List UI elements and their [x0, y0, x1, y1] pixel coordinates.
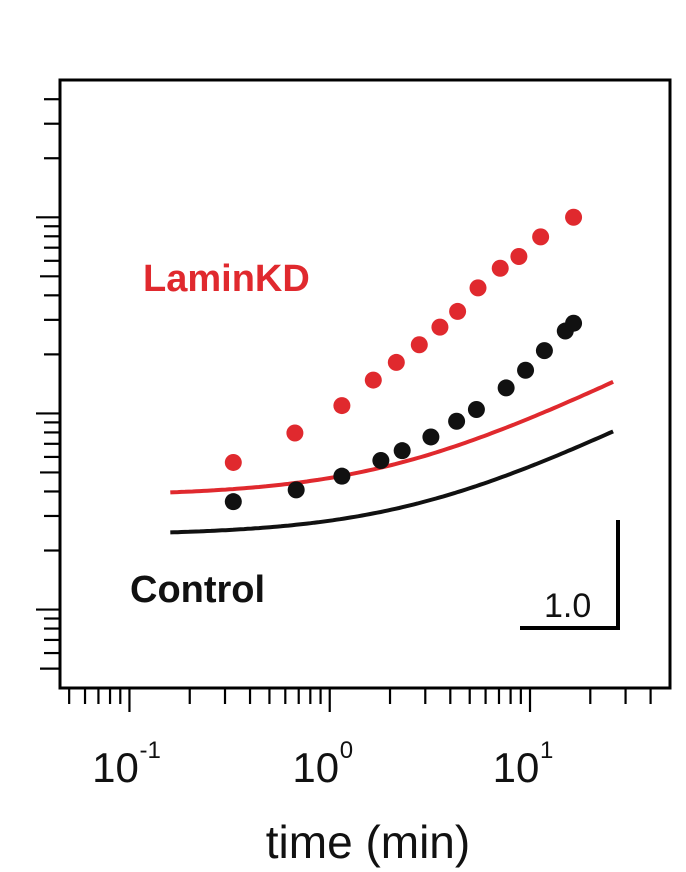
series-group	[170, 208, 614, 535]
data-point-control	[224, 493, 242, 511]
series-label-laminkd: LaminKD	[143, 258, 310, 300]
data-point-control	[422, 428, 440, 446]
x-tick-label: 10	[493, 744, 540, 791]
data-point-control	[497, 379, 515, 397]
y-axis-ticks	[36, 98, 60, 670]
x-axis-label: time (min)	[266, 816, 470, 868]
x-tick-label: 10	[292, 744, 339, 791]
fit-curve-laminkd	[170, 379, 614, 495]
data-point-control	[333, 467, 351, 485]
data-point-control	[517, 361, 535, 379]
plot-frame	[58, 78, 672, 690]
data-point-control	[535, 342, 553, 360]
data-point-laminkd	[510, 248, 528, 266]
x-axis-ticks	[68, 688, 652, 712]
data-point-control	[372, 451, 390, 469]
x-axis-tick-labels: 10 -1 10 0 10 1	[92, 737, 553, 791]
x-tick-exponent: 1	[540, 737, 553, 764]
x-tick-label: 10	[92, 744, 139, 791]
data-point-laminkd	[532, 228, 550, 246]
x-tick-exponent: 0	[340, 737, 353, 764]
data-point-laminkd	[431, 318, 449, 336]
data-point-control	[287, 481, 305, 499]
data-point-control	[467, 400, 485, 418]
data-point-laminkd	[491, 259, 509, 277]
fit-curve-control	[170, 429, 614, 535]
data-point-laminkd	[565, 208, 583, 226]
data-point-laminkd	[410, 336, 428, 354]
data-point-control	[393, 442, 411, 460]
series-label-control: Control	[130, 569, 265, 611]
data-point-laminkd	[333, 397, 351, 415]
scale-bar-label: 1.0	[544, 587, 591, 625]
data-point-control	[565, 314, 583, 332]
plot-frame-rect	[58, 78, 672, 690]
scale-bar: 1.0	[520, 520, 620, 630]
data-point-laminkd	[469, 279, 487, 297]
data-point-laminkd	[449, 302, 467, 320]
data-point-laminkd	[224, 453, 242, 471]
data-point-laminkd	[364, 371, 382, 389]
data-point-laminkd	[286, 424, 304, 442]
data-point-laminkd	[387, 353, 405, 371]
data-point-control	[448, 412, 466, 430]
x-tick-exponent: -1	[139, 737, 160, 764]
